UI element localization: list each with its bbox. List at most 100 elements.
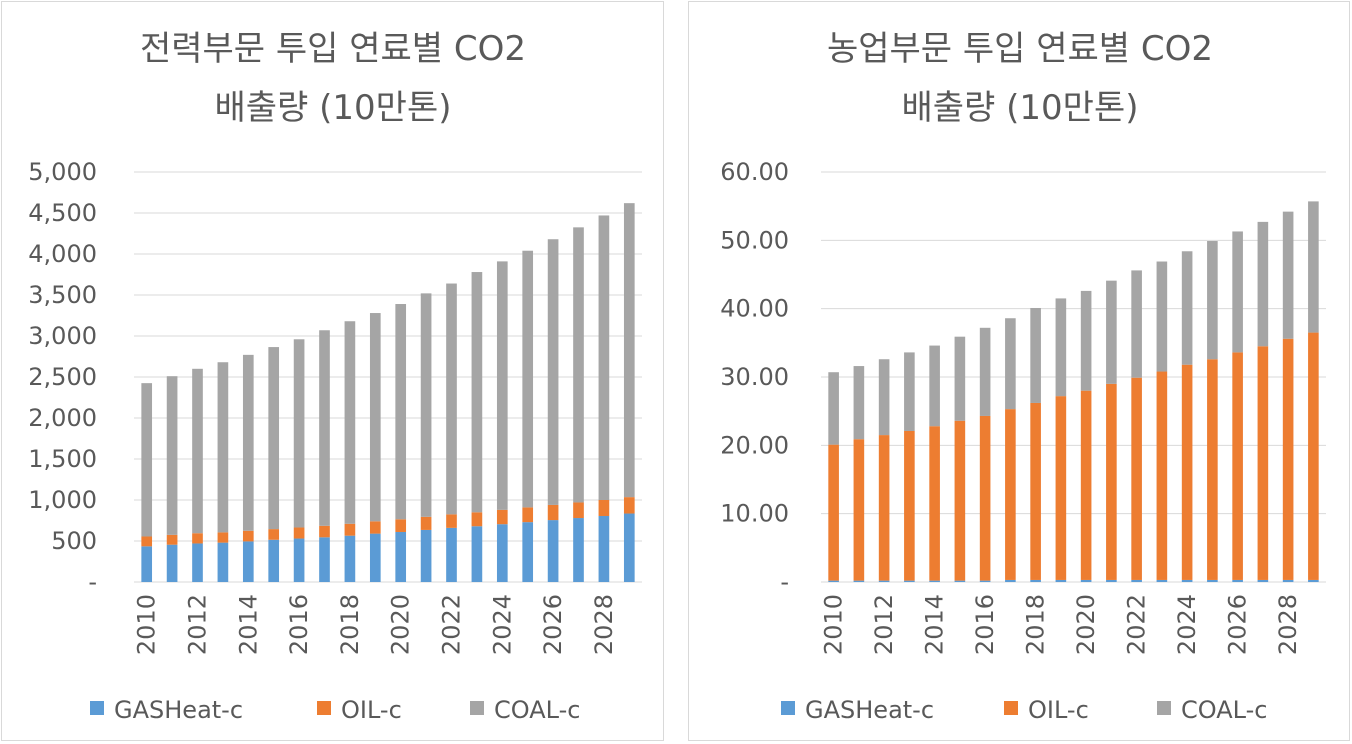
bar-oil-c-2010	[828, 444, 839, 581]
chart-title-line-2: 배출량 (10만톤)	[214, 88, 451, 128]
bar-oil-c-2023	[471, 512, 483, 527]
bar-gasheat-c-2012	[192, 543, 203, 582]
bar-gasheat-c-2025	[522, 522, 534, 582]
bar-coal-c-2010	[828, 372, 839, 445]
bar-coal-c-2011	[853, 366, 865, 440]
bar-oil-c-2024	[496, 509, 508, 525]
legend-swatch	[781, 701, 795, 715]
y-tick-label: 30.00	[720, 363, 789, 391]
bar-gasheat-c-2029	[1308, 579, 1319, 582]
bar-coal-c-2014	[929, 345, 940, 427]
bar-coal-c-2021	[1106, 280, 1117, 384]
x-tick-label: 2020	[1072, 594, 1100, 655]
bar-gasheat-c-2012	[878, 580, 890, 582]
bar-coal-c-2025	[1207, 241, 1218, 360]
bar-gasheat-c-2023	[1156, 579, 1168, 582]
bar-coal-c-2024	[496, 261, 508, 510]
bar-gasheat-c-2018	[1030, 579, 1041, 582]
y-tick-label: 2,000	[28, 404, 97, 432]
bar-oil-c-2024	[1181, 364, 1193, 580]
bar-gasheat-c-2024	[496, 524, 508, 582]
y-tick-label: -	[780, 568, 789, 596]
bar-gasheat-c-2026	[1232, 579, 1243, 582]
bar-oil-c-2028	[1282, 338, 1294, 580]
x-tick-label: 2016	[971, 594, 999, 655]
y-tick-label: 2,500	[28, 363, 97, 391]
bar-gasheat-c-2017	[319, 537, 330, 582]
bar-gasheat-c-2010	[141, 546, 153, 582]
x-tick-label: 2028	[590, 594, 618, 655]
bar-oil-c-2011	[853, 439, 865, 581]
y-tick-label: 500	[51, 527, 97, 555]
bar-coal-c-2019	[369, 313, 381, 522]
bar-oil-c-2012	[878, 435, 890, 581]
legend-swatch	[1004, 701, 1018, 715]
bar-coal-c-2029	[623, 203, 635, 498]
bar-oil-c-2015	[954, 420, 966, 581]
bar-coal-c-2020	[395, 304, 407, 520]
chart-panel-power: 전력부문 투입 연료별 CO2 배출량 (10만톤) - 500 1,000 1,500 2…	[1, 1, 664, 741]
x-tick-label: 2010	[133, 594, 161, 655]
x-tick-label: 2014	[921, 594, 949, 655]
bar-coal-c-2014	[242, 354, 254, 531]
x-tick-label: 2010	[820, 594, 848, 655]
bar-oil-c-2027	[1257, 346, 1269, 580]
bar-gasheat-c-2013	[217, 542, 229, 582]
bar-oil-c-2013	[217, 532, 229, 543]
bar-coal-c-2010	[141, 383, 153, 537]
chart-title-line-1: 농업부문 투입 연료별 CO2	[827, 29, 1213, 69]
bar-gasheat-c-2016	[979, 580, 991, 582]
bar-coal-c-2026	[547, 239, 559, 505]
bar-oil-c-2011	[166, 534, 178, 545]
legend-label: OIL-c	[1028, 696, 1089, 724]
bar-gasheat-c-2015	[268, 539, 280, 582]
bar-gasheat-c-2022	[1131, 579, 1142, 582]
legend-swatch	[90, 701, 104, 715]
bar-gasheat-c-2015	[954, 580, 966, 582]
bar-oil-c-2029	[623, 497, 635, 514]
chart-power-sector: 전력부문 투입 연료별 CO2 배출량 (10만톤) - 500 1,000 1,500 2…	[28, 29, 642, 724]
bar-coal-c-2025	[522, 250, 534, 508]
bar-gasheat-c-2011	[166, 544, 178, 582]
bar-coal-c-2018	[1030, 307, 1041, 403]
y-tick-label: 3,000	[28, 322, 97, 350]
x-tick-label: 2024	[1173, 594, 1201, 655]
bar-oil-c-2020	[395, 519, 407, 532]
bar-oil-c-2025	[1207, 359, 1218, 580]
bar-oil-c-2014	[242, 530, 254, 542]
x-tick-label: 2018	[1022, 594, 1050, 655]
bar-coal-c-2020	[1080, 290, 1092, 391]
bar-coal-c-2026	[1232, 231, 1243, 353]
bar-gasheat-c-2024	[1181, 579, 1193, 582]
bar-gasheat-c-2028	[598, 515, 610, 582]
bar-coal-c-2015	[954, 336, 966, 421]
y-tick-label: 3,500	[28, 281, 97, 309]
legend-label: COAL-c	[494, 696, 580, 724]
bar-oil-c-2020	[1080, 390, 1092, 580]
chart-agriculture-sector: 농업부문 투입 연료별 CO2 배출량 (10만톤) - 10.00 20.00 30.0…	[720, 29, 1326, 724]
bar-gasheat-c-2023	[471, 526, 483, 582]
bar-gasheat-c-2010	[828, 580, 839, 582]
x-tick-label: 2026	[539, 594, 567, 655]
bar-coal-c-2012	[192, 368, 203, 534]
bar-oil-c-2016	[979, 415, 991, 581]
legend-swatch	[317, 701, 331, 715]
bar-oil-c-2018	[344, 523, 356, 536]
legend-label: COAL-c	[1181, 696, 1267, 724]
bar-oil-c-2017	[319, 525, 330, 538]
y-tick-label: 20.00	[720, 431, 789, 459]
bar-gasheat-c-2021	[420, 529, 432, 582]
bar-gasheat-c-2019	[369, 533, 381, 582]
bar-gasheat-c-2020	[395, 531, 407, 582]
bar-coal-c-2021	[420, 293, 432, 517]
y-tick-label: 1,500	[28, 445, 97, 473]
legend-label: GASHeat-c	[114, 696, 243, 724]
bar-oil-c-2028	[598, 500, 610, 516]
bar-gasheat-c-2026	[547, 520, 559, 582]
y-tick-label: 5,000	[28, 158, 97, 186]
bar-gasheat-c-2027	[573, 518, 584, 582]
bar-coal-c-2015	[268, 347, 280, 530]
bar-coal-c-2016	[979, 327, 991, 416]
legend-label: GASHeat-c	[805, 696, 934, 724]
x-tick-label: 2028	[1274, 594, 1302, 655]
